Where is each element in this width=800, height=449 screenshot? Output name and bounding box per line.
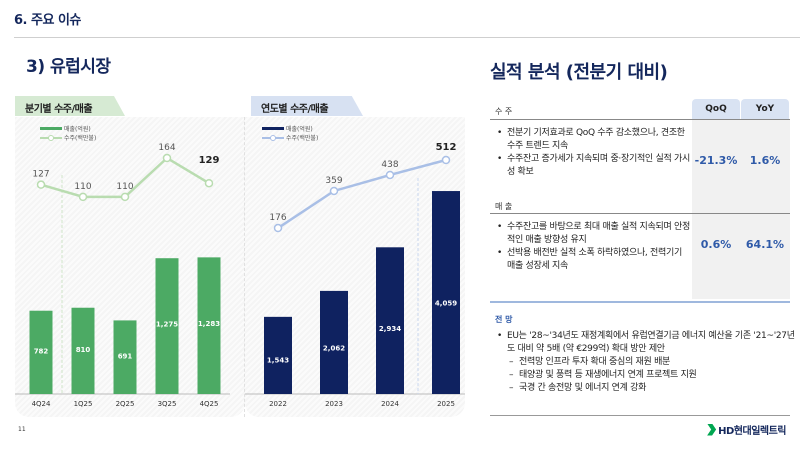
x-tick-label: 2023 (325, 400, 343, 408)
bar-value-label: 782 (34, 348, 49, 356)
x-tick-label: 2Q25 (116, 400, 135, 408)
header-divider (14, 37, 800, 38)
orders-point (204, 178, 214, 188)
annual-chart: 1,543 2022 2,062 2023 2,934 2024 4,059 2025 176 3… (245, 142, 465, 408)
bar (376, 247, 404, 394)
bar-value-label: 1,283 (198, 320, 220, 328)
orders-value-label: 127 (32, 170, 49, 180)
bar (264, 316, 292, 394)
analysis-title: 실적 분석 (전분기 대비) (490, 62, 668, 83)
bar-value-label: 1,275 (156, 320, 178, 328)
orders-yoy-value: 1.6% (749, 154, 781, 167)
company-logo: HD현대일렉트릭 (707, 422, 786, 437)
x-tick-label: 4Q25 (200, 400, 219, 408)
legend-item-sales: 매출(억원) (40, 124, 96, 133)
orders-value-label: 176 (269, 213, 286, 223)
sales-qoq-value: 0.6% (700, 238, 732, 251)
x-tick-label: 2025 (437, 400, 455, 408)
sales-bullets: 수주잔고를 바탕으로 최대 매출 실적 지속되며 안정적인 매출 방향성 유지 … (495, 221, 690, 273)
legend-label: 매출(억원) (64, 126, 91, 133)
orders-bullet: 전분기 기저효과로 QoQ 수주 감소했으나, 견조한 수주 트렌드 지속 (495, 127, 690, 153)
outlook-divider (490, 301, 790, 303)
orders-value-label: 110 (116, 182, 133, 192)
quarterly-chart-title: 분기별 수주/매출 (15, 96, 125, 116)
legend-label: 수주(백만불) (286, 135, 319, 142)
bar (432, 191, 460, 394)
orders-value-label: 359 (325, 176, 342, 186)
bar-value-label: 691 (118, 353, 133, 361)
orders-value-label: 110 (74, 182, 91, 192)
legend-line-swatch (40, 134, 62, 141)
outlook-sub-item: 국경 간 송전망 및 에너지 연계 강화 (495, 382, 795, 395)
legend-bar-swatch (262, 127, 284, 130)
bar-value-label: 2,062 (323, 345, 345, 353)
column-header-yoy: YoY (741, 99, 789, 119)
x-tick-label: 4Q24 (32, 400, 51, 408)
orders-point (120, 192, 130, 202)
orders-qoq-value: -21.3% (694, 154, 738, 167)
annual-legend: 매출(억원) 수주(백만불) (262, 124, 318, 142)
orders-point (78, 192, 88, 202)
orders-point (329, 186, 339, 196)
legend-line-swatch (262, 134, 284, 141)
outlook-sub-item: 태양광 및 풍력 등 재생에너지 연계 프로젝트 지원 (495, 369, 795, 382)
bar (29, 310, 53, 394)
page-subtitle: 3) 유럽시장 (26, 57, 111, 77)
sales-divider (490, 213, 790, 214)
bar (320, 290, 348, 394)
orders-point (36, 180, 46, 189)
x-tick-label: 2022 (269, 400, 287, 408)
bar-value-label: 810 (76, 346, 91, 354)
quarterly-legend: 매출(억원) 수주(백만불) (40, 124, 96, 142)
sales-bullet: 선박용 배전반 실적 소폭 하락하였으나, 전력기기 매출 성장세 지속 (495, 247, 690, 273)
logo-chevron-icon (707, 423, 717, 436)
quarterly-chart: 782 4Q24 810 1Q25 691 2Q25 1,275 3Q25 1,283 4Q25 1… (15, 143, 230, 408)
sales-bullet: 수주잔고를 바탕으로 최대 매출 실적 지속되며 안정적인 매출 방향성 유지 (495, 221, 690, 247)
bar (155, 258, 179, 394)
orders-value-label: 164 (158, 143, 175, 153)
orders-point (385, 170, 395, 180)
legend-label: 수주(백만불) (64, 135, 97, 142)
orders-bullet: 수주잔고 증가세가 지속되며 중·장기적인 실적 가시성 확보 (495, 153, 690, 179)
bar-value-label: 1,543 (267, 356, 289, 364)
bar-value-label: 2,934 (379, 325, 401, 333)
legend-label: 매출(억원) (286, 126, 313, 133)
outlook-sub-item: 전력망 인프라 투자 확대 중심의 재원 배분 (495, 356, 795, 369)
bar (113, 320, 137, 394)
orders-bullets: 전분기 기저효과로 QoQ 수주 감소했으나, 견조한 수주 트렌드 지속 수주… (495, 127, 690, 179)
section-title: 6. 주요 이슈 (14, 13, 81, 28)
bar (71, 307, 95, 394)
logo-text: HD현대일렉트릭 (718, 426, 786, 437)
legend-item-sales: 매출(억원) (262, 124, 318, 133)
value-column-background (692, 119, 790, 299)
bar (197, 257, 221, 394)
outlook-content: EU는 '28~'34년도 재정계획에서 유럽연결기금 에너지 예산을 기존 '… (495, 330, 795, 395)
outlook-label: 전 망 (495, 315, 513, 324)
orders-value-label: 512 (436, 142, 457, 153)
x-tick-label: 2024 (381, 400, 399, 408)
x-tick-label: 3Q25 (158, 400, 177, 408)
orders-point (441, 155, 451, 165)
orders-label: 수 주 (495, 107, 513, 116)
x-tick-label: 1Q25 (74, 400, 93, 408)
column-header-qoq: QoQ (692, 99, 740, 119)
orders-point (162, 153, 172, 163)
orders-divider (490, 119, 790, 120)
page-number: 11 (18, 426, 26, 433)
orders-value-label: 438 (381, 160, 398, 170)
sales-label: 매 출 (495, 202, 513, 211)
legend-bar-swatch (40, 127, 62, 130)
sales-yoy-value: 64.1% (745, 238, 785, 251)
legend-item-orders: 수주(백만불) (262, 133, 318, 142)
orders-value-label: 129 (199, 155, 220, 166)
orders-line (277, 158, 447, 230)
annual-chart-title: 연도별 수주/매출 (251, 96, 363, 116)
legend-item-orders: 수주(백만불) (40, 133, 96, 142)
orders-point (273, 223, 283, 233)
footer-divider (490, 415, 790, 416)
outlook-bullet: EU는 '28~'34년도 재정계획에서 유럽연결기금 에너지 예산을 기존 '… (495, 330, 795, 356)
bar-value-label: 4,059 (435, 300, 457, 308)
quarterly-chart-card: 매출(억원) 수주(백만불) 782 4Q24 810 1Q25 691 2Q25 1,27… (15, 117, 245, 417)
annual-chart-card: 매출(억원) 수주(백만불) 1,543 2022 2,062 2023 2,934 20… (245, 117, 465, 417)
